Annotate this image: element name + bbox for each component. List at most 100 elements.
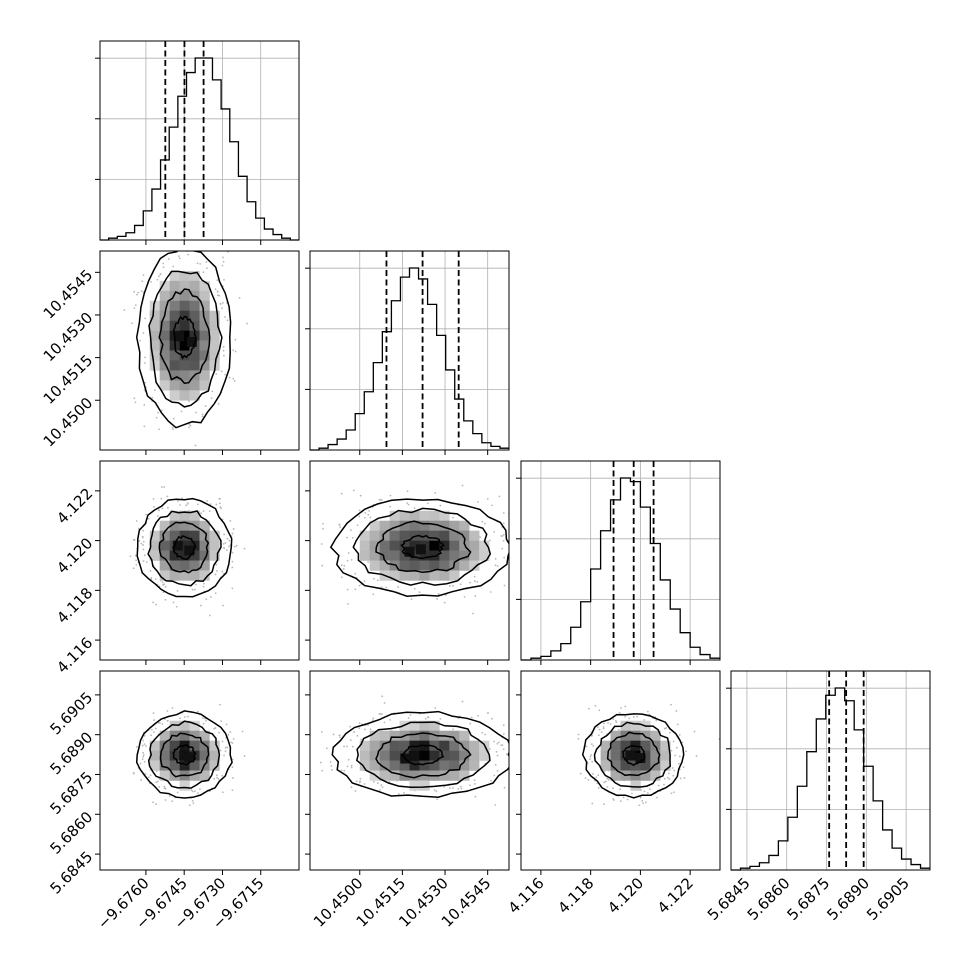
scatter-point (434, 492, 437, 494)
density-cell (159, 350, 170, 361)
density-cell (199, 340, 210, 351)
density-cell (199, 380, 210, 391)
scatter-point (216, 294, 219, 297)
scatter-point (620, 707, 622, 709)
density-cell (479, 750, 490, 761)
scatter-point (663, 777, 666, 780)
scatter-point (409, 714, 412, 716)
scatter-point (587, 707, 590, 710)
scatter-point (693, 730, 696, 733)
density-cell (179, 560, 190, 571)
scatter-point (180, 234, 182, 236)
density-cell (179, 380, 190, 391)
scatter-point (208, 510, 211, 513)
density-cell (449, 530, 460, 541)
scatter-point (619, 800, 622, 803)
density-cell (640, 760, 651, 771)
joint-frame (309, 670, 510, 871)
density-cell (409, 760, 420, 771)
scatter-point (641, 799, 644, 802)
density-cell (199, 310, 210, 321)
scatter-point (363, 783, 366, 785)
x-tick-label: 4.120 (604, 874, 647, 917)
scatter-point (223, 547, 226, 550)
scatter-point (643, 790, 646, 793)
density-cell (209, 330, 220, 341)
scatter-point (219, 302, 222, 305)
scatter-point (369, 728, 372, 731)
scatter-point (143, 389, 146, 392)
scatter-point (164, 787, 167, 790)
histogram-frame-2 (520, 460, 721, 661)
contour-line-0 (135, 251, 232, 429)
density-cell (439, 560, 450, 571)
density-cell (149, 320, 160, 331)
scatter-point (484, 522, 486, 525)
density-cell (389, 540, 400, 551)
density-cell (209, 540, 220, 551)
contour-line-1 (593, 721, 671, 788)
density-cell (169, 280, 180, 292)
scatter-point (356, 734, 359, 737)
scatter-point (133, 290, 136, 293)
density-cell (379, 750, 390, 761)
density-cell (159, 380, 170, 391)
scatter-point (209, 503, 212, 505)
scatter-point (141, 536, 144, 539)
scatter-point (235, 544, 238, 547)
scatter-point (602, 725, 605, 728)
scatter-point (619, 788, 622, 790)
density-cell (469, 540, 480, 551)
density-cell (199, 520, 210, 531)
contour-line-0 (331, 710, 509, 798)
density-cell (179, 320, 190, 331)
scatter-point (224, 750, 227, 752)
density-cell (630, 730, 641, 741)
scatter-point (123, 309, 126, 311)
scatter-point (223, 754, 225, 757)
scatter-point (222, 345, 225, 348)
density-cell (439, 510, 450, 521)
scatter-point (469, 581, 471, 584)
density-cell (169, 370, 180, 381)
scatter-point (143, 362, 146, 364)
scatter-point (503, 556, 506, 559)
scatter-point (609, 723, 612, 725)
scatter-point (469, 784, 471, 787)
density-cell (399, 720, 410, 731)
scatter-point (349, 739, 352, 742)
scatter-point (612, 718, 615, 720)
scatter-point (222, 301, 224, 304)
density-cell (409, 560, 420, 571)
density-cell (169, 550, 180, 561)
density-cell (159, 740, 170, 751)
scatter-point (188, 804, 191, 807)
density-cell (199, 330, 210, 341)
scatter-point (502, 539, 505, 542)
scatter-point (340, 492, 343, 495)
scatter-point (217, 403, 220, 405)
scatter-point (171, 426, 174, 429)
scatter-point (226, 537, 229, 540)
scatter-point (197, 792, 199, 794)
scatter-point (668, 778, 671, 780)
scatter-point (231, 742, 234, 744)
density-cell (379, 530, 390, 541)
scatter-point (243, 547, 246, 550)
density-cell (369, 560, 380, 571)
density-cell (449, 540, 460, 551)
scatter-point (491, 717, 493, 720)
scatter-point (320, 543, 323, 545)
scatter-point (140, 779, 143, 781)
density-cell (159, 340, 170, 351)
scatter-point (381, 695, 384, 698)
scatter-point (142, 560, 145, 562)
density-cell (399, 740, 410, 751)
density-cell (189, 270, 200, 282)
scatter-point (172, 428, 174, 431)
scatter-point (496, 770, 499, 772)
scatter-point (452, 728, 454, 731)
density-cell (429, 730, 440, 741)
scatter-point (670, 703, 672, 706)
y-tick-label: 5.6875 (47, 768, 97, 818)
